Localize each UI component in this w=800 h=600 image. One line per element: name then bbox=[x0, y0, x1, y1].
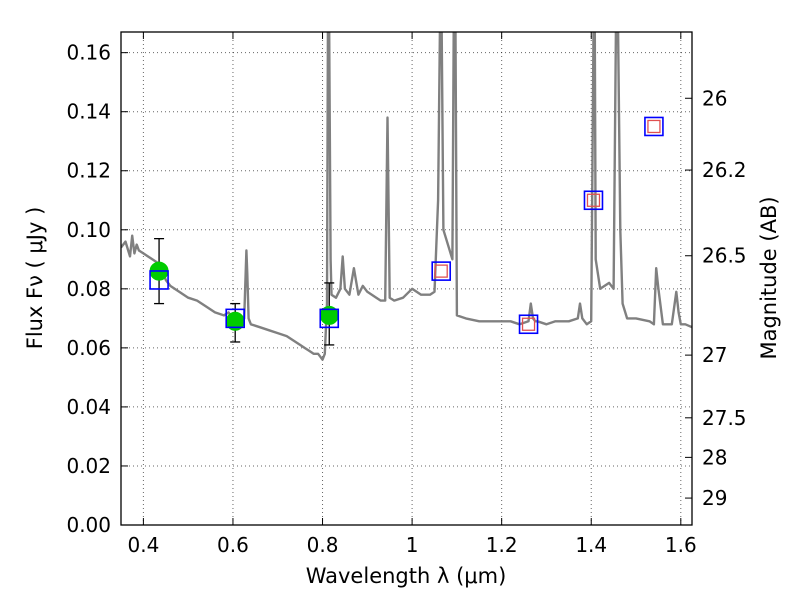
y2-tick-label: 28 bbox=[702, 445, 727, 469]
x-axis-title: Wavelength λ (μm) bbox=[306, 564, 507, 588]
y-axis-title: Flux Fν ( μJy ) bbox=[23, 207, 47, 350]
y-tick-label: 0.14 bbox=[66, 100, 111, 124]
model-square-red bbox=[586, 193, 601, 207]
model-square-blue bbox=[583, 190, 604, 211]
plot-frame bbox=[120, 31, 693, 526]
y-tick-label: 0.08 bbox=[66, 277, 111, 301]
model-square-blue bbox=[319, 308, 340, 329]
axis-ticks bbox=[121, 32, 692, 526]
y-tick-label: 0.00 bbox=[66, 513, 111, 537]
model-square-red bbox=[647, 119, 661, 134]
x-tick-label: 1.4 bbox=[575, 533, 607, 557]
model-square-blue bbox=[644, 116, 664, 137]
x-tick-label: 1.2 bbox=[486, 533, 518, 557]
tick-labels: 0.4 0.6 0.8 1 1.2 1.4 1.6 0.00 0.02 0.04 0.06 0.08 0… bbox=[66, 41, 746, 557]
model-square-blue bbox=[431, 261, 452, 281]
model-spectrum bbox=[121, 32, 692, 361]
photometry-points bbox=[149, 116, 664, 346]
x-tick-label: 0.6 bbox=[217, 533, 249, 557]
x-tick-label: 1 bbox=[406, 533, 419, 557]
y-tick-label: 0.12 bbox=[66, 159, 111, 183]
y2-tick-label: 26 bbox=[702, 86, 727, 110]
y2-tick-label: 29 bbox=[702, 486, 727, 510]
model-square-red bbox=[434, 264, 448, 278]
y-tick-label: 0.10 bbox=[66, 218, 111, 242]
x-tick-label: 0.4 bbox=[127, 533, 159, 557]
spectrum-line bbox=[121, 32, 692, 361]
y-tick-label: 0.02 bbox=[66, 454, 111, 478]
model-square-blue bbox=[518, 314, 539, 335]
x-tick-label: 0.8 bbox=[307, 533, 339, 557]
x-tick-label: 1.6 bbox=[665, 533, 697, 557]
y2-tick-label: 27 bbox=[702, 343, 727, 367]
y-tick-label: 0.06 bbox=[66, 336, 111, 360]
y2-tick-label: 26.5 bbox=[702, 244, 747, 268]
model-square-red bbox=[521, 317, 536, 331]
y2-tick-label: 26.2 bbox=[702, 158, 747, 182]
model-square-blue bbox=[225, 308, 245, 329]
grid-lines bbox=[121, 32, 692, 526]
model-square-blue bbox=[149, 270, 169, 290]
y-tick-label: 0.16 bbox=[66, 41, 111, 65]
y2-tick-label: 27.5 bbox=[702, 406, 747, 430]
y-tick-label: 0.04 bbox=[66, 395, 111, 419]
y2-axis-title: Magnitude (AB) bbox=[757, 196, 781, 359]
